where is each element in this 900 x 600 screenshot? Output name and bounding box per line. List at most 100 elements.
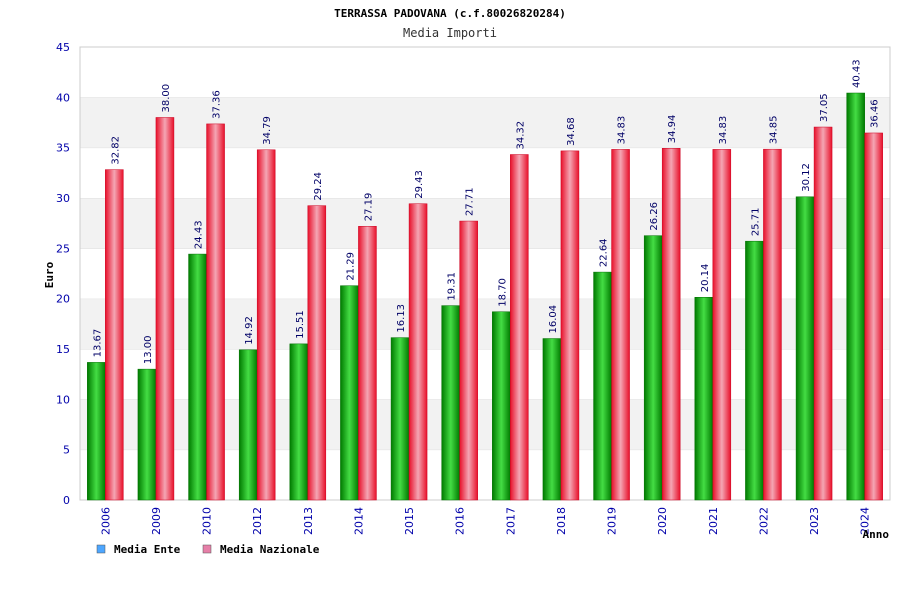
bar-value-label: 34.79 [262,116,273,145]
y-tick-label: 35 [56,142,70,155]
bar-value-label: 25.71 [750,208,761,237]
x-tick-label: 2010 [201,507,214,535]
bar-media-ente [593,271,612,501]
y-tick-label: 20 [56,293,70,306]
grid-band [80,47,890,98]
plot-frame [79,46,891,501]
x-tick-label: 2018 [555,507,568,535]
x-axis-ticks: 2006 2009 2010 2012 2013 2014 2015 2016 2017 2018… [99,507,871,535]
x-tick-label: 2006 [99,507,112,535]
bar-value-label: 34.94 [667,115,678,144]
bar-media-nazionale [105,169,124,501]
bar-value-label: 40.43 [852,59,863,88]
legend-label-ente: Media Ente [114,543,181,556]
bar-media-nazionale [763,148,782,501]
bar-media-ente [390,337,410,501]
bar-media-nazionale [864,132,883,501]
x-tick-label: 2015 [403,507,416,535]
x-tick-label: 2024 [859,507,872,535]
legend-swatch-nazionale [202,544,212,554]
bar-value-label: 38.00 [161,84,172,113]
bar-value-label: 34.32 [515,121,526,150]
bar-media-nazionale [307,205,327,501]
x-tick-label: 2020 [656,507,669,535]
bar-media-ente [441,305,460,501]
bar-value-label: 34.85 [768,116,779,145]
x-tick-label: 2021 [707,507,720,535]
bar-value-label: 16.04 [548,305,559,334]
bar-media-ente [188,253,207,501]
bar-media-ente [87,362,106,501]
bar-value-label: 16.13 [396,304,407,333]
x-axis-label: Anno [863,528,890,541]
bar-value-label: 34.68 [566,117,577,146]
bar-value-label: 27.19 [363,193,374,222]
x-tick-label: 2017 [504,507,517,535]
y-tick-label: 5 [63,444,70,457]
x-tick-label: 2009 [150,507,163,535]
bar-media-nazionale [155,117,175,501]
y-tick-label: 30 [56,192,70,205]
bar-media-ente [340,285,359,501]
bar-media-ente [238,349,258,501]
bar-value-label: 29.24 [313,172,324,201]
bar-value-label: 21.29 [345,252,356,281]
chart-subtitle: Media Importi [403,26,497,40]
bars-group [87,92,883,501]
y-tick-label: 0 [63,494,70,507]
x-tick-label: 2019 [606,507,619,535]
legend-label-nazionale: Media Nazionale [220,543,320,556]
y-tick-label: 10 [56,393,70,406]
chart-title: TERRASSA PADOVANA (c.f.80026820284) [334,7,566,20]
bar-media-nazionale [256,149,276,501]
y-tick-label: 40 [56,91,70,104]
bar-media-nazionale [206,123,225,501]
bar-media-ente [745,240,764,501]
bar-value-label: 36.46 [870,99,881,128]
y-tick-label: 15 [56,343,70,356]
bar-value-label: 34.83 [617,116,628,145]
x-tick-label: 2016 [454,507,467,535]
x-tick-label: 2023 [808,507,821,535]
bar-media-ente [492,311,511,501]
bar-value-label: 29.43 [414,170,425,199]
bar-media-ente [846,92,865,501]
bar-value-label: 20.14 [700,264,711,293]
y-axis-ticks: 0 5 10 15 20 25 30 35 40 45 [56,41,70,507]
bar-value-label: 32.82 [110,136,121,165]
x-tick-label: 2012 [251,507,264,535]
legend-swatch-ente [96,544,106,554]
bar-media-ente [643,235,663,501]
bar-media-nazionale [358,226,377,501]
bar-media-ente [137,368,157,501]
bar-value-label: 22.64 [599,238,610,267]
bar-value-label: 30.12 [801,163,812,192]
bar-value-label: 27.71 [465,187,476,216]
bar-value-label: 13.67 [92,329,103,358]
y-axis-label: Euro [43,261,56,288]
bar-media-ente [542,338,562,501]
x-tick-label: 2014 [352,507,365,535]
bar-value-label: 15.51 [295,310,306,339]
bar-media-nazionale [510,154,529,501]
bar-value-label: 14.92 [244,316,255,345]
legend: Media Ente Media Nazionale [96,543,320,556]
bar-value-label: 26.26 [649,202,660,231]
bar-value-label: 37.36 [212,90,223,119]
y-tick-label: 25 [56,242,70,255]
bar-media-ente [795,196,815,501]
bar-value-label: 19.31 [447,272,458,301]
bar-value-label: 18.70 [497,278,508,307]
x-tick-label: 2013 [302,507,315,535]
bar-media-nazionale [611,149,630,501]
bar-media-nazionale [712,149,732,501]
bar-media-ente [289,343,309,501]
bar-media-nazionale [459,220,478,501]
bar-media-nazionale [560,150,580,501]
bar-value-label: 13.00 [143,335,154,364]
bar-media-nazionale [813,126,833,501]
bar-media-ente [694,297,714,501]
bar-labels-group: 13.67 32.82 13.00 38.00 24.43 37.36 14.92 34.79… [92,59,880,364]
bar-value-label: 37.05 [819,93,830,122]
